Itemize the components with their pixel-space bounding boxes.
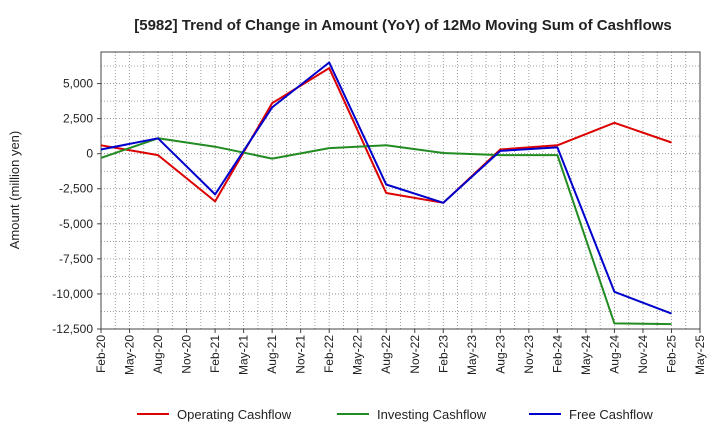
- y-tick-label: 2,500: [63, 112, 93, 126]
- x-tick-label: Nov-22: [408, 335, 422, 374]
- axes: 5,000 2,500 0 -2,500 -5,000 -7,500 -10,000 -12,…: [52, 51, 707, 375]
- x-tick-label: May-20: [123, 335, 137, 375]
- x-tick-label: Feb-22: [322, 335, 336, 373]
- x-tick-label: Nov-24: [636, 335, 650, 374]
- x-tick-label: Feb-24: [550, 335, 564, 373]
- series-line-operating-cashflow: [100, 67, 672, 204]
- x-tick-label: Nov-23: [522, 335, 536, 374]
- series-line-investing-cashflow: [100, 137, 672, 326]
- y-tick-label: 0: [86, 147, 93, 161]
- y-tick-label: -10,000: [52, 287, 93, 301]
- y-tick-label: -12,500: [52, 322, 93, 336]
- legend-label: Free Cashflow: [569, 407, 653, 422]
- x-tick-label: Nov-20: [180, 335, 194, 374]
- x-tick-label: Aug-22: [379, 335, 393, 374]
- series-lines: [100, 61, 672, 326]
- x-tick-label: Feb-23: [436, 335, 450, 373]
- legend-label: Investing Cashflow: [377, 407, 487, 422]
- x-tick-label: Aug-24: [607, 335, 621, 374]
- x-tick-label: Feb-21: [208, 335, 222, 373]
- y-tick-label: 5,000: [63, 77, 93, 91]
- chart-title: [5982] Trend of Change in Amount (YoY) o…: [134, 17, 672, 34]
- x-tick-label: Aug-20: [151, 335, 165, 374]
- x-tick-label: Nov-21: [294, 335, 308, 374]
- y-tick-label: -5,000: [59, 217, 93, 231]
- x-tick-label: Aug-21: [265, 335, 279, 374]
- legend: Operating Cashflow Investing Cashflow Free…: [137, 407, 653, 422]
- x-tick-label: Feb-25: [664, 335, 678, 373]
- x-tick-label: May-24: [579, 335, 593, 375]
- x-tick-label: Aug-23: [493, 335, 507, 374]
- x-tick-label: May-25: [693, 335, 707, 375]
- x-tick-label: Feb-20: [94, 335, 108, 373]
- x-tick-label: May-22: [351, 335, 365, 375]
- x-tick-label: May-21: [237, 335, 251, 375]
- y-tick-label: -2,500: [59, 182, 93, 196]
- legend-label: Operating Cashflow: [177, 407, 292, 422]
- x-tick-label: May-23: [465, 335, 479, 375]
- y-axis-label: Amount (million yen): [7, 131, 22, 250]
- plot-frame: [100, 51, 701, 330]
- grid: [100, 52, 701, 330]
- y-tick-label: -7,500: [59, 252, 93, 266]
- series-line-free-cashflow: [100, 61, 672, 315]
